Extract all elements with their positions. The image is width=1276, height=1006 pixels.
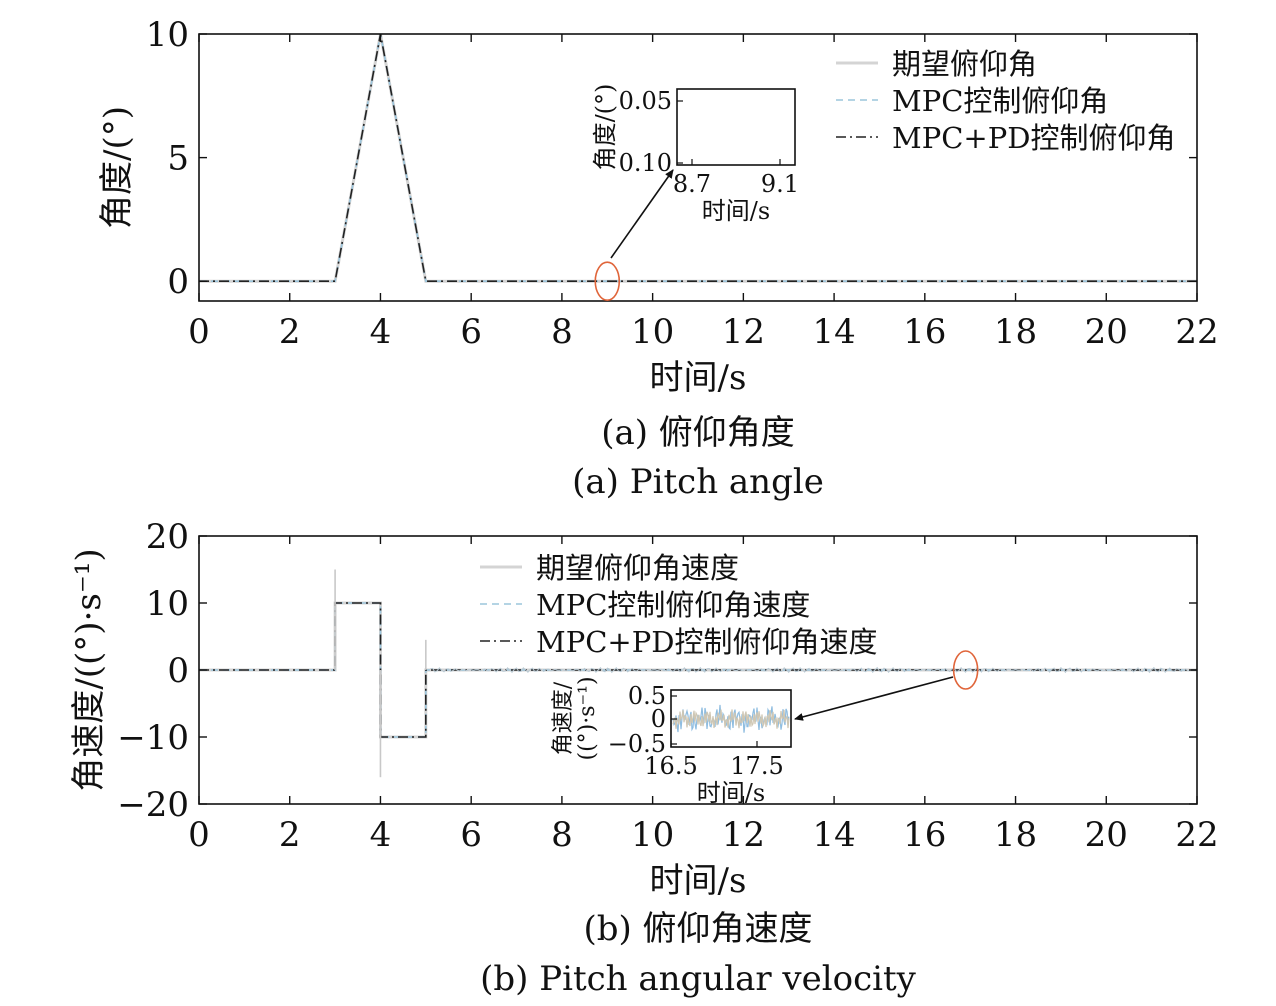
noise-trace: [430, 666, 1191, 674]
x-tick-label: 2: [279, 312, 301, 352]
inset-x-tick-label: 8.7: [673, 170, 711, 198]
legend-entry: MPC+PD控制俯仰角: [892, 121, 1175, 155]
inset-x-tick-label: 9.1: [761, 170, 799, 198]
y-tick-label: 0: [167, 651, 189, 691]
y-tick-label: 10: [146, 15, 189, 55]
x-axis-label: 时间/s: [650, 358, 747, 398]
x-tick-label: 0: [188, 815, 210, 855]
zoom-highlight-circle: [594, 261, 621, 302]
x-tick-label: 12: [722, 312, 765, 352]
inset-y-tick-label: 0.5: [628, 682, 666, 710]
x-tick-label: 22: [1175, 312, 1218, 352]
zoom-arrow: [610, 169, 674, 259]
x-tick-label: 6: [460, 815, 482, 855]
inset-y-tick-label: 0.10: [619, 149, 672, 177]
inset-y-tick-label: −0.5: [608, 730, 666, 758]
x-tick-label: 22: [1175, 815, 1218, 855]
inset-x-axis-label: 时间/s: [702, 197, 770, 225]
y-tick-label: 10: [146, 584, 189, 624]
x-axis-label: 时间/s: [650, 861, 747, 901]
pitch-angle-chart: 0 2 4 6 8 10 12 14 16 18 20 22 0 5 10 时间/s 角度/(°) (a) 俯仰角…: [97, 15, 1219, 502]
caption-english: (a) Pitch angle: [572, 462, 824, 502]
inset-frame: [676, 88, 796, 166]
plot-frame: [198, 33, 1198, 302]
inset-x-axis-label: 时间/s: [697, 779, 765, 807]
legend-entry: 期望俯仰角速度: [536, 551, 739, 585]
legend-entry: MPC控制俯仰角: [892, 84, 1108, 118]
x-tick-label: 4: [370, 312, 392, 352]
inset-y-axis-label: ((°)·s⁻¹): [575, 676, 600, 760]
x-tick-label: 14: [812, 815, 855, 855]
inset-y-axis-label: 角度/(°): [591, 84, 619, 171]
inset-x-tick-label: 16.5: [644, 752, 697, 780]
inset-y-axis-label: 角速度/: [551, 681, 576, 755]
caption-chinese: (a) 俯仰角度: [601, 413, 795, 453]
x-tick-label: 8: [551, 815, 573, 855]
y-axis-label: 角速度/((°)·s⁻¹): [69, 548, 109, 791]
pitch-angular-velocity-chart: 0 2 4 6 8 10 12 14 16 18 20 22 20 10 0 −10 −20 时间/s 角速度/((…: [69, 517, 1219, 999]
x-tick-label: 20: [1085, 312, 1128, 352]
x-tick-label: 6: [460, 312, 482, 352]
inset-y-tick-label: 0: [651, 705, 666, 733]
zoom-highlight-circle: [952, 650, 979, 690]
y-axis-label: 角度/(°): [97, 106, 137, 229]
x-tick-label: 16: [903, 815, 946, 855]
x-tick-label: 10: [631, 815, 674, 855]
x-tick-label: 12: [722, 815, 765, 855]
caption-chinese: (b) 俯仰角速度: [583, 909, 812, 949]
inset-trace-mpcpd: [672, 709, 790, 729]
x-tick-label: 8: [551, 312, 573, 352]
legend-entry: MPC+PD控制俯仰角速度: [536, 625, 877, 659]
x-tick-label: 20: [1085, 815, 1128, 855]
legend-entry: MPC控制俯仰角速度: [536, 588, 810, 622]
x-tick-label: 2: [279, 815, 301, 855]
x-tick-label: 0: [188, 312, 210, 352]
legend-entry: 期望俯仰角: [892, 47, 1037, 81]
y-tick-label: −20: [117, 785, 189, 825]
y-tick-label: 0: [167, 262, 189, 302]
zoom-arrow: [794, 676, 954, 721]
x-tick-label: 10: [631, 312, 674, 352]
y-tick-label: −10: [117, 718, 189, 758]
x-tick-label: 4: [370, 815, 392, 855]
y-tick-label: 5: [167, 139, 189, 179]
x-tick-label: 14: [812, 312, 855, 352]
x-tick-label: 18: [994, 815, 1037, 855]
x-tick-label: 16: [903, 312, 946, 352]
inset-y-tick-label: 0.05: [619, 87, 672, 115]
inset-x-tick-label: 17.5: [730, 752, 783, 780]
y-tick-label: 20: [146, 517, 189, 557]
caption-english: (b) Pitch angular velocity: [480, 959, 917, 999]
x-tick-label: 18: [994, 312, 1037, 352]
